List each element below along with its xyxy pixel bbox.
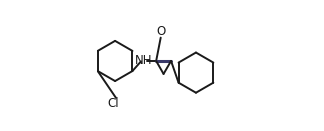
Text: Cl: Cl [107, 97, 119, 110]
Text: NH: NH [135, 54, 153, 67]
Text: O: O [156, 25, 165, 38]
